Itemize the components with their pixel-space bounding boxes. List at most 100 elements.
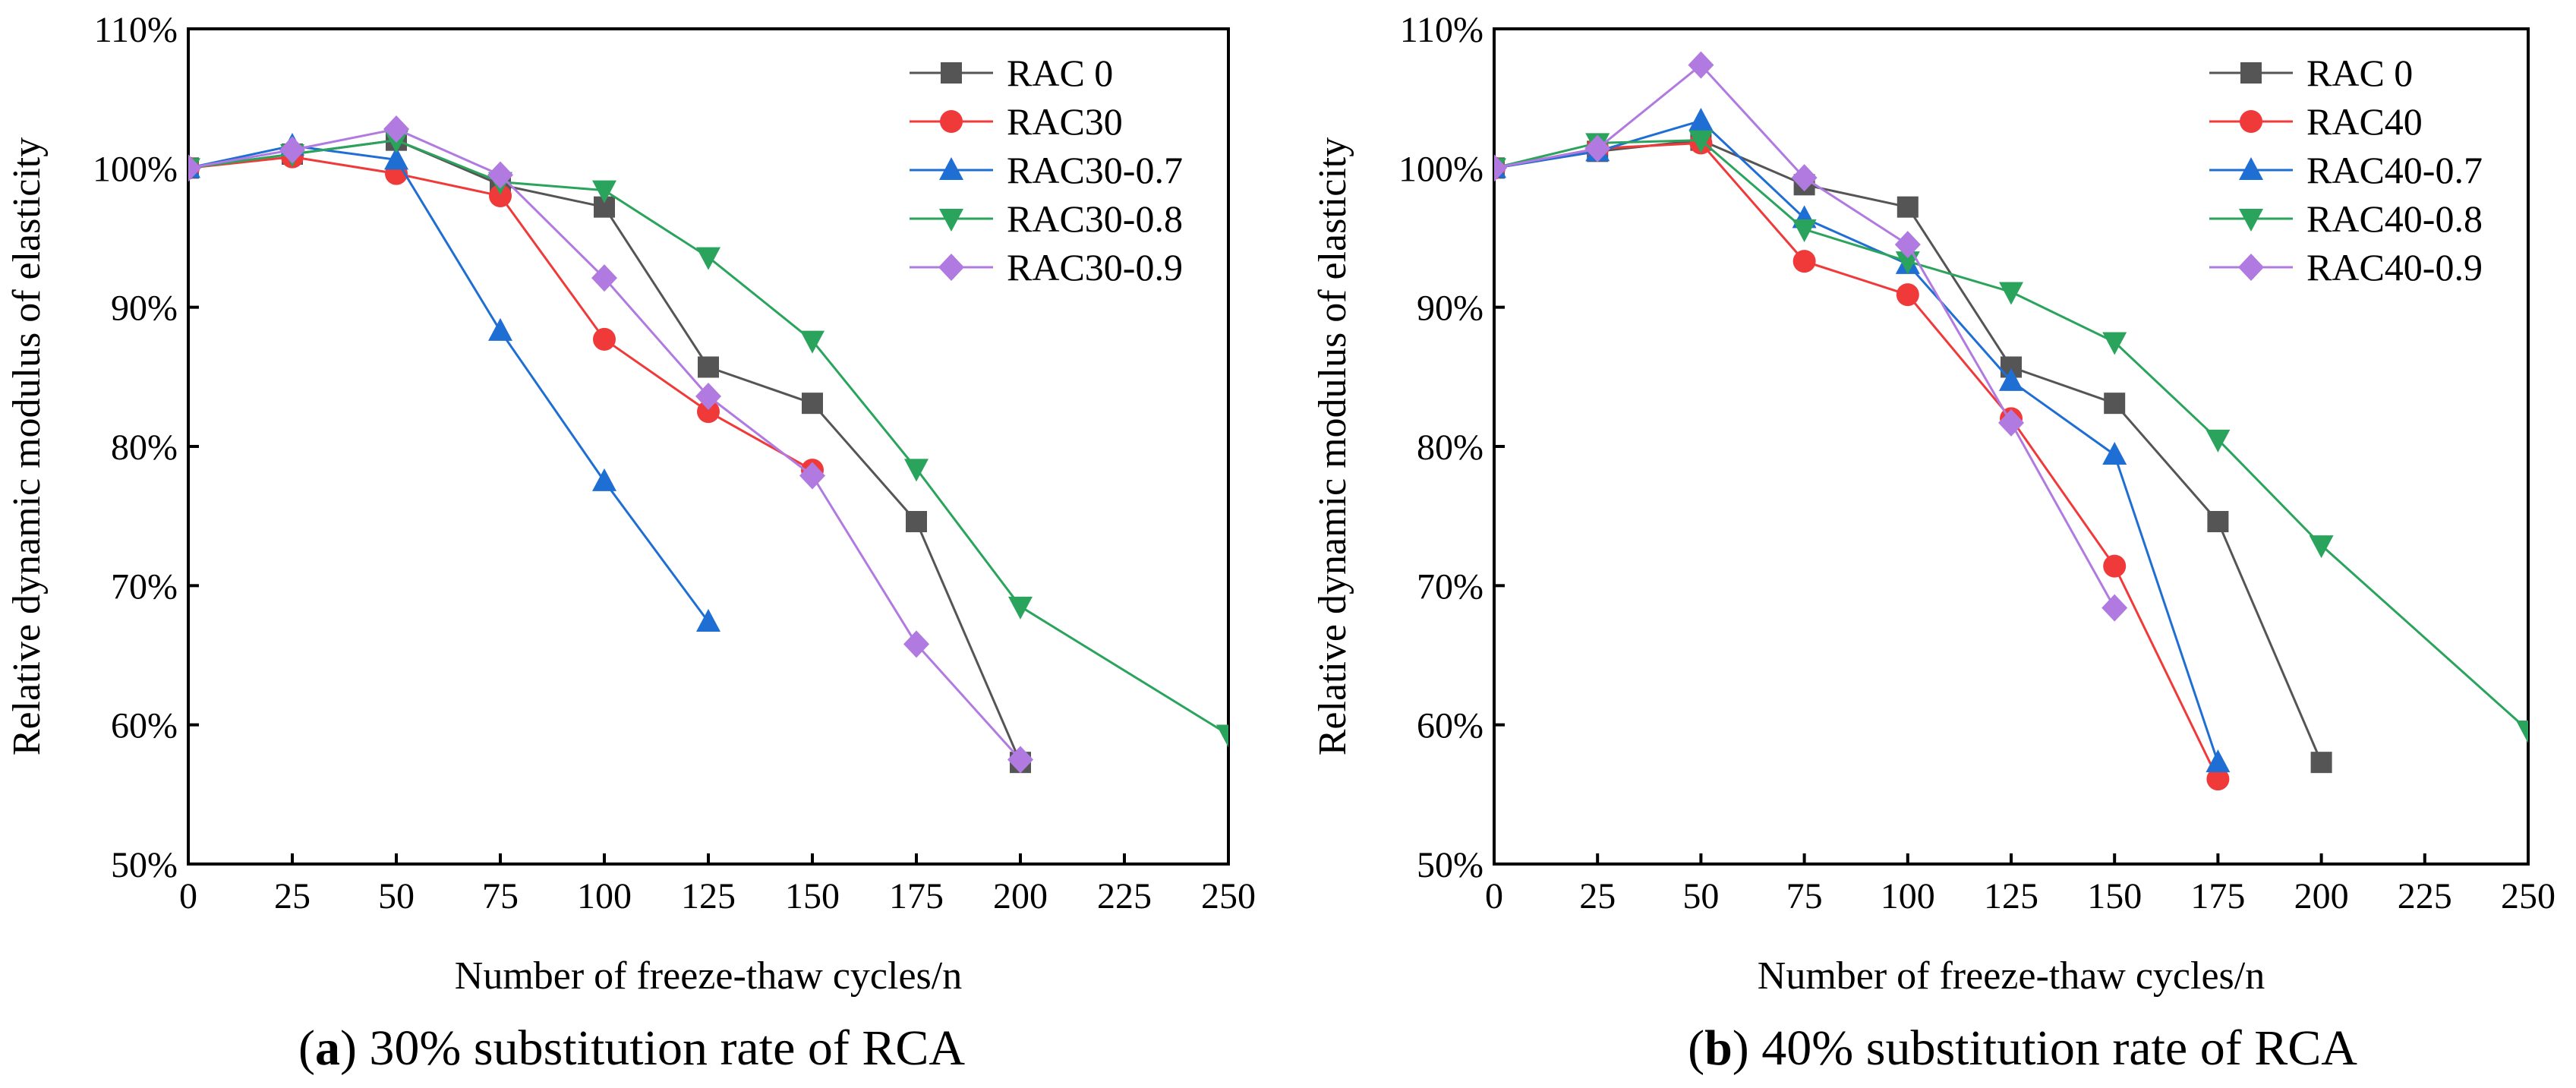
legend-label: RAC40 [2306,100,2423,143]
plot-area [188,115,1228,774]
data-point [802,393,823,415]
data-point [489,184,512,207]
data-point [1792,219,1817,242]
data-point [1999,367,2023,391]
data-point [592,180,616,203]
data-point [2206,749,2231,773]
data-point [1494,154,1507,182]
x-tick-label: 25 [274,876,311,916]
legend-item: RAC40-0.8 [2209,197,2483,240]
data-point [697,400,720,424]
legend-label: RAC40-0.7 [2306,149,2483,191]
legend-item: RAC 0 [910,52,1113,94]
legend-marker [939,157,963,180]
x-tick-label: 175 [2190,876,2245,916]
chart-panel-a: 0 25 50 75 100 125 150 175 200 225 250 50% 60% 70% 80%… [5,10,1256,1076]
legend: RAC 0 RAC40 RAC40-0.7 RAC40-0.8 RAC40-0.9 [2209,52,2483,289]
data-point [698,356,719,378]
data-point [799,462,825,490]
data-point [1792,250,1816,273]
data-point [383,115,409,143]
y-tick-label: 100% [1398,149,1483,189]
legend-item: RAC30-0.9 [910,246,1183,289]
legend-marker [2240,62,2262,84]
legend-label: RAC40-0.8 [2306,197,2483,240]
data-point [1999,282,2023,305]
data-point [384,147,408,170]
x-tick-label: 150 [785,876,840,916]
y-tick-label: 90% [1417,289,1483,329]
x-tick-label: 200 [993,876,1048,916]
data-point [1791,164,1818,192]
data-point [1216,724,1228,748]
x-tick-label: 225 [2398,876,2452,916]
data-point [2207,511,2229,532]
x-tick-label: 125 [1984,876,2038,916]
data-point [1007,746,1033,774]
y-tick-label: 110% [94,10,178,50]
data-point [695,383,721,410]
legend-label: RAC 0 [2306,52,2413,94]
legend-marker [939,209,963,232]
y-tick-label: 80% [111,427,178,468]
data-point [1584,134,1611,162]
legend-label: RAC30-0.9 [1007,246,1183,289]
data-point [2516,721,2528,743]
legend-item: RAC40 [2209,100,2423,143]
panel-letter: b [1704,1020,1733,1076]
series-rac40-0.8 [1494,130,2528,743]
data-point [2102,332,2127,355]
x-tick-label: 200 [2294,876,2349,916]
x-tick-label: 100 [1881,876,1935,916]
legend-item: RAC30-0.7 [910,149,1183,191]
legend-item: RAC 0 [2209,52,2413,94]
panel-caption: (b) 40% substitution rate of RCA [1688,1020,2357,1076]
x-tick-label: 0 [179,876,197,916]
data-point [1688,108,1714,131]
legend-marker [941,62,962,84]
y-tick-label: 50% [1417,845,1483,885]
data-point [903,630,929,658]
x-tick-label: 150 [2087,876,2142,916]
legend: RAC 0 RAC30 RAC30-0.7 RAC30-0.8 RAC30-0.9 [910,52,1183,289]
legend-label: RAC30 [1007,100,1123,143]
data-point [2310,752,2332,774]
legend-marker [2238,254,2264,281]
panel-caption-text: 30% substitution rate of RCA [369,1020,965,1076]
series-line [1494,139,2528,732]
legend-label: RAC 0 [1007,52,1113,94]
y-tick-label: 50% [111,845,178,885]
legend-marker [2239,157,2263,180]
legend-marker [940,110,963,133]
y-tick-label: 90% [111,289,178,329]
x-tick-label: 75 [482,876,519,916]
x-tick-label: 50 [1682,876,1719,916]
data-point [1688,130,1714,153]
x-tick-label: 250 [2501,876,2556,916]
data-point [2309,535,2334,559]
data-point [1998,408,2024,437]
legend-item: RAC40-0.7 [2209,149,2483,191]
data-point [1688,51,1714,79]
data-point [592,468,616,491]
y-tick-label: 110% [1400,10,1483,50]
data-point [2101,594,2128,622]
data-point [279,136,305,164]
legend-item: RAC30 [910,100,1123,143]
x-axis-title: Number of freeze-thaw cycles/n [1758,954,2265,998]
data-point [1896,283,1919,307]
plot-area [1494,51,2528,791]
panel-caption-text: 40% substitution rate of RCA [1761,1020,2357,1076]
x-axis-title: Number of freeze-thaw cycles/n [455,954,962,998]
x-tick-label: 175 [889,876,944,916]
data-point [2103,554,2127,578]
data-point [593,327,616,351]
legend-marker [938,254,964,281]
x-tick-label: 75 [1786,876,1823,916]
data-point [2206,429,2231,453]
y-axis-title: Relative dynamic modulus of elasticity [1311,137,1354,755]
data-point [1897,196,1919,218]
y-axis-title: Relative dynamic modulus of elasticity [5,137,49,755]
data-point [2104,393,2126,415]
data-point [696,247,720,270]
